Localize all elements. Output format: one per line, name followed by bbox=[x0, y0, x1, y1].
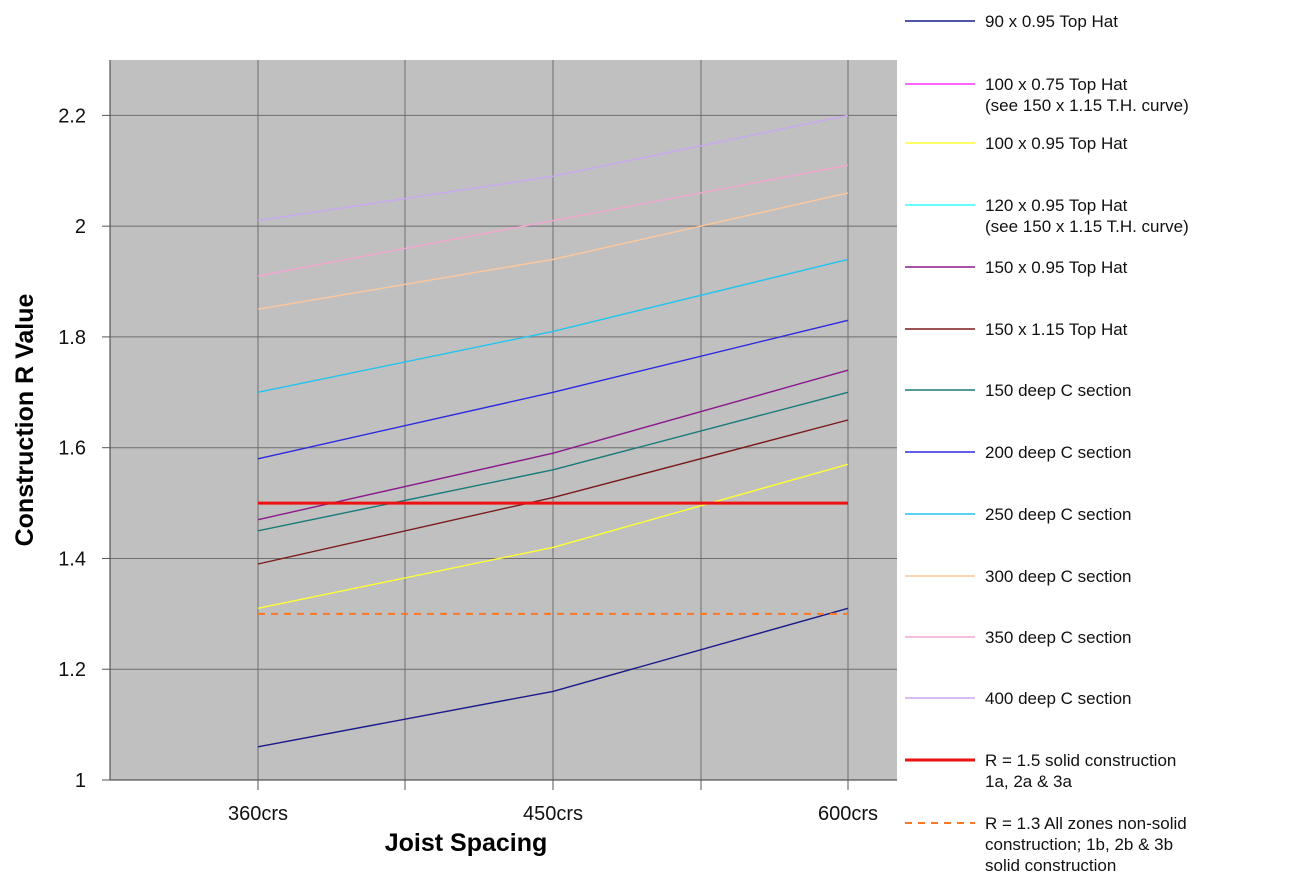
x-tick-label: 600crs bbox=[818, 803, 878, 825]
legend-label: 100 x 0.95 Top Hat bbox=[985, 134, 1128, 153]
legend-label: 100 x 0.75 Top Hat (see 150 x 1.15 T.H. c… bbox=[985, 75, 1189, 115]
series-line bbox=[257, 164, 849, 277]
y-tick-label: 1.2 bbox=[58, 659, 86, 681]
legend-label: 90 x 0.95 Top Hat bbox=[985, 12, 1118, 31]
x-tick-label: 360crs bbox=[228, 803, 288, 825]
legend-label: 150 x 1.15 Top Hat bbox=[985, 320, 1128, 339]
y-tick-label: 2 bbox=[75, 216, 86, 238]
series-line bbox=[257, 369, 849, 521]
legend-label: 150 deep C section bbox=[985, 381, 1132, 400]
y-tick-label: 1.8 bbox=[58, 327, 86, 349]
legend-label: 350 deep C section bbox=[985, 628, 1132, 647]
legend-label: 200 deep C section bbox=[985, 443, 1132, 462]
y-tick-label: 2.2 bbox=[58, 105, 86, 127]
y-tick-label: 1.4 bbox=[58, 548, 86, 570]
series-layer bbox=[257, 114, 849, 748]
axis-layer: 1 1.2 1.4 1.6 1.8 2 2.2 360crs 450crs 600crs bbox=[58, 60, 897, 825]
series-line bbox=[257, 192, 849, 310]
legend-label: 300 deep C section bbox=[985, 567, 1132, 586]
series-line bbox=[257, 419, 849, 565]
legend-label: 150 x 0.95 Top Hat bbox=[985, 258, 1128, 277]
series-line bbox=[257, 463, 849, 609]
legend-label: 120 x 0.95 Top Hat (see 150 x 1.15 T.H. c… bbox=[985, 196, 1189, 236]
grid-layer bbox=[110, 60, 897, 781]
y-tick-label: 1 bbox=[75, 770, 86, 792]
legend-label: 400 deep C section bbox=[985, 689, 1132, 708]
legend-label: R = 1.5 solid construction 1a, 2a & 3a bbox=[985, 751, 1176, 791]
legend: 90 x 0.95 Top Hat 100 x 0.75 Top Hat (see … bbox=[905, 12, 1189, 875]
legend-label: 250 deep C section bbox=[985, 505, 1132, 524]
y-tick-label: 1.6 bbox=[58, 438, 86, 460]
plot-area bbox=[110, 60, 897, 780]
x-axis-label: Joist Spacing bbox=[385, 829, 548, 857]
x-tick-label: 450crs bbox=[523, 803, 583, 825]
series-line bbox=[257, 258, 849, 393]
series-line bbox=[257, 607, 849, 748]
series-line bbox=[257, 319, 849, 460]
series-line bbox=[257, 391, 849, 532]
series-line bbox=[257, 114, 849, 222]
y-axis-label: Construction R Value bbox=[11, 294, 39, 547]
legend-label: R = 1.3 All zones non-solid construction;… bbox=[985, 814, 1187, 873]
